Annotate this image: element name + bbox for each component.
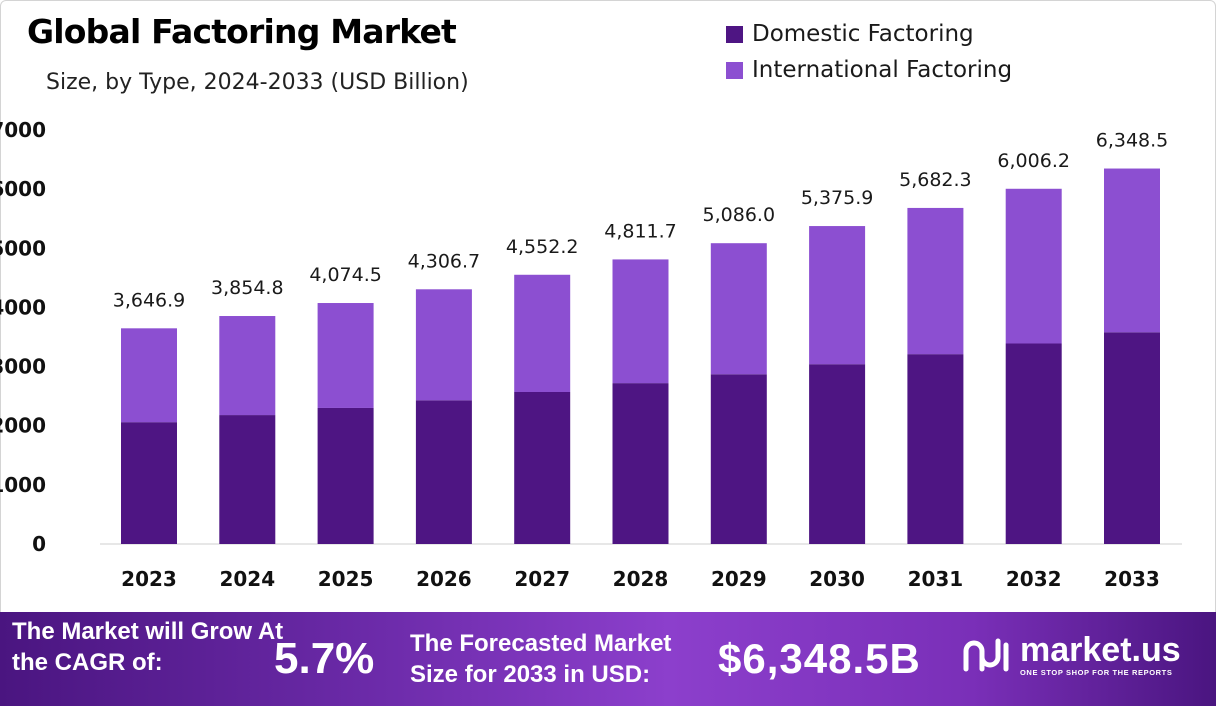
chart-subtitle: Size, by Type, 2024-2033 (USD Billion) <box>46 70 469 95</box>
bar-domestic <box>710 374 767 544</box>
total-value-label: 4,552.2 <box>506 236 579 258</box>
bar-international <box>710 243 767 375</box>
bar-domestic <box>219 415 276 544</box>
total-value-label: 5,682.3 <box>899 169 972 191</box>
bar-domestic <box>514 392 571 544</box>
bar-international <box>809 226 866 365</box>
x-tick-label: 2025 <box>318 567 374 591</box>
x-tick-label: 2031 <box>908 567 964 591</box>
total-value-label: 6,006.2 <box>997 150 1070 172</box>
x-tick-label: 2026 <box>416 567 472 591</box>
market-us-logo-icon <box>963 638 1009 671</box>
bar-international <box>121 328 177 423</box>
y-tick-label: 7000 <box>0 118 46 142</box>
legend-swatch-domestic <box>726 25 743 43</box>
legend-label-international: International Factoring <box>752 57 1013 83</box>
bar-domestic <box>612 383 669 544</box>
y-tick-label: 0 <box>32 532 46 556</box>
y-tick-label: 1000 <box>0 473 46 497</box>
total-value-label: 4,811.7 <box>604 220 677 242</box>
x-tick-label: 2023 <box>121 567 177 591</box>
brand-logo: market.us ONE STOP SHOP FOR THE REPORTS <box>962 632 1181 677</box>
bar-domestic <box>415 400 472 544</box>
legend-swatch-international <box>726 61 743 79</box>
bar-domestic <box>1104 332 1160 544</box>
bar-international <box>612 259 669 384</box>
total-value-label: 6,348.5 <box>1096 130 1169 152</box>
bar-international <box>415 289 472 401</box>
y-tick-label: 3000 <box>0 355 46 379</box>
bar-international <box>907 207 964 355</box>
forecast-size-label: The Forecasted Market Size for 2033 in U… <box>410 630 672 688</box>
x-tick-label: 2024 <box>219 567 275 591</box>
bar-domestic <box>121 422 177 544</box>
total-value-label: 5,375.9 <box>801 187 874 209</box>
bar-international <box>514 274 571 393</box>
bar-domestic <box>907 354 964 544</box>
x-tick-label: 2029 <box>711 567 767 591</box>
legend: Domestic Factoring International Factori… <box>726 16 1012 88</box>
brand-name: market.us <box>1020 631 1181 669</box>
bar-international <box>1005 188 1062 344</box>
legend-item-domestic: Domestic Factoring <box>726 16 1012 52</box>
summary-banner: The Market will Grow At the CAGR of: 5.7… <box>0 612 1216 706</box>
x-tick-label: 2033 <box>1104 567 1160 591</box>
total-value-label: 3,646.9 <box>113 289 186 311</box>
x-tick-label: 2028 <box>613 567 669 591</box>
x-tick-label: 2032 <box>1006 567 1062 591</box>
total-value-label: 4,306.7 <box>408 250 481 272</box>
legend-label-domestic: Domestic Factoring <box>752 21 974 47</box>
bar-international <box>317 303 374 408</box>
cagr-label: The Market will Grow At the CAGR of: <box>12 618 284 676</box>
chart-title: Global Factoring Market <box>27 12 457 51</box>
total-value-label: 5,086.0 <box>703 204 776 226</box>
bar-domestic <box>317 407 374 544</box>
total-value-label: 4,074.5 <box>309 264 382 286</box>
bar-international <box>219 316 276 416</box>
forecast-size-value: $6,348.5B <box>718 635 921 682</box>
y-tick-label: 4000 <box>0 295 46 319</box>
total-value-label: 3,854.8 <box>211 277 284 299</box>
bar-domestic <box>1005 343 1062 544</box>
legend-item-international: International Factoring <box>726 52 1012 88</box>
y-tick-label: 5000 <box>0 236 46 260</box>
cagr-value: 5.7% <box>274 634 375 683</box>
bar-domestic <box>809 364 866 544</box>
x-tick-label: 2030 <box>809 567 865 591</box>
brand-tagline: ONE STOP SHOP FOR THE REPORTS <box>1020 668 1173 677</box>
y-tick-label: 6000 <box>0 177 46 201</box>
bar-international <box>1104 168 1160 333</box>
y-tick-label: 2000 <box>0 414 46 438</box>
x-tick-label: 2027 <box>514 567 570 591</box>
bar-chart: 7000 6000 5000 4000 3000 2000 1000 0 3,646.9 2023… <box>0 118 1182 591</box>
